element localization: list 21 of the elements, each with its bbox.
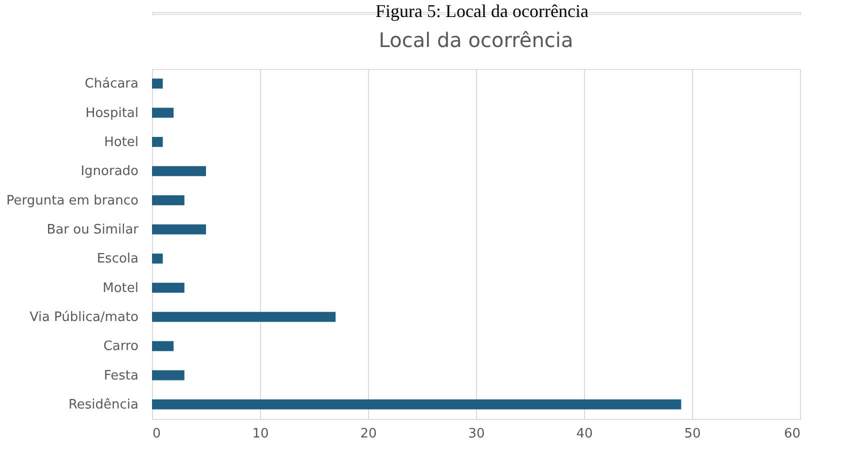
y-tick-label: Pergunta em branco [6,193,139,208]
x-tick-label: 0 [152,426,161,442]
x-tick-label: 10 [252,426,269,442]
chart-title: Local da ocorrência [378,28,574,52]
x-tick-label: 60 [784,426,800,442]
y-tick-label: Hotel [104,134,138,150]
x-tick-label: 30 [468,426,485,442]
x-tick-label: 50 [684,426,701,442]
x-tick-label: 20 [360,426,377,442]
y-tick-label: Chácara [84,76,138,92]
y-tick-label: Festa [104,368,138,384]
y-tick-label: Ignorado [80,164,139,180]
y-tick-label: Residência [68,397,138,412]
x-tick-label: 40 [576,426,593,442]
text: Figura 5: Local da ocorrência [376,1,588,21]
y-tick-label: Hospital [85,106,138,121]
y-tick-label: Bar ou Similar [46,222,140,238]
y-tick-label: Via Pública/mato [30,310,139,325]
y-tick-label: Carro [103,339,139,354]
y-tick-label: Escola [96,252,138,267]
y-tick-label: Motel [102,280,138,296]
